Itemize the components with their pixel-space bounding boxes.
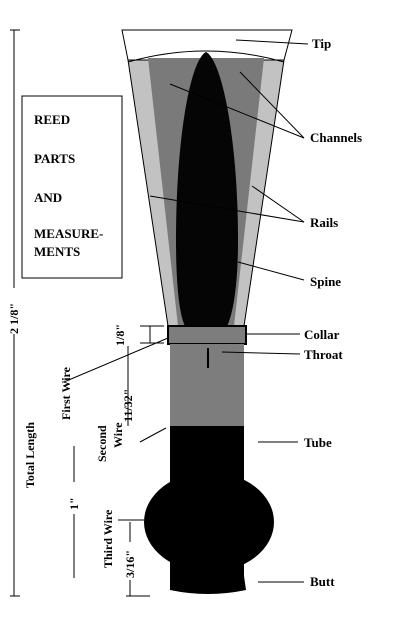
collar-measure-label: 1/8" bbox=[113, 324, 127, 346]
first-wire-label: First Wire bbox=[59, 366, 73, 420]
throat-label: Throat bbox=[304, 347, 343, 362]
title-line-2: PARTS bbox=[34, 151, 75, 166]
channels-leader-1 bbox=[169, 83, 305, 139]
butt-label: Butt bbox=[310, 574, 335, 589]
title-box bbox=[21, 95, 123, 279]
butt-measure-label: 3/16" bbox=[123, 550, 137, 578]
second-wire-leader bbox=[139, 427, 167, 443]
second-wire-label-2: Wire bbox=[111, 422, 125, 448]
spine-label: Spine bbox=[310, 274, 341, 289]
reed-collar bbox=[167, 325, 247, 345]
first-wire-leader bbox=[63, 337, 169, 383]
reed-butt bbox=[170, 576, 246, 594]
rails-leader-2 bbox=[251, 185, 305, 223]
second-measure-label: 11/32" bbox=[121, 389, 135, 422]
second-wire-label-1: Second bbox=[95, 425, 109, 462]
tube-measure-label: 1" bbox=[67, 497, 81, 510]
title-line-4: MEASURE- bbox=[34, 226, 103, 241]
spine-leader bbox=[237, 261, 305, 281]
title-line-5: MENTS bbox=[34, 244, 80, 259]
tube-label: Tube bbox=[304, 435, 332, 450]
title-line-3: AND bbox=[34, 190, 62, 205]
tip-label: Tip bbox=[312, 36, 331, 51]
tip-leader bbox=[235, 39, 309, 45]
third-wire-label: Third Wire bbox=[101, 509, 115, 568]
channels-leader-2 bbox=[239, 71, 305, 139]
channels-label: Channels bbox=[310, 130, 362, 145]
rails-label: Rails bbox=[310, 215, 338, 230]
throat-leader bbox=[221, 351, 301, 355]
title-line-1: REED bbox=[34, 112, 70, 127]
collar-label: Collar bbox=[304, 327, 340, 342]
reed-ball bbox=[144, 472, 274, 572]
overall-length-label: 2 1/8" bbox=[7, 303, 21, 334]
reed-spine bbox=[176, 52, 238, 328]
rails-leader-1 bbox=[149, 195, 305, 223]
total-length-label: Total Length bbox=[23, 422, 37, 488]
